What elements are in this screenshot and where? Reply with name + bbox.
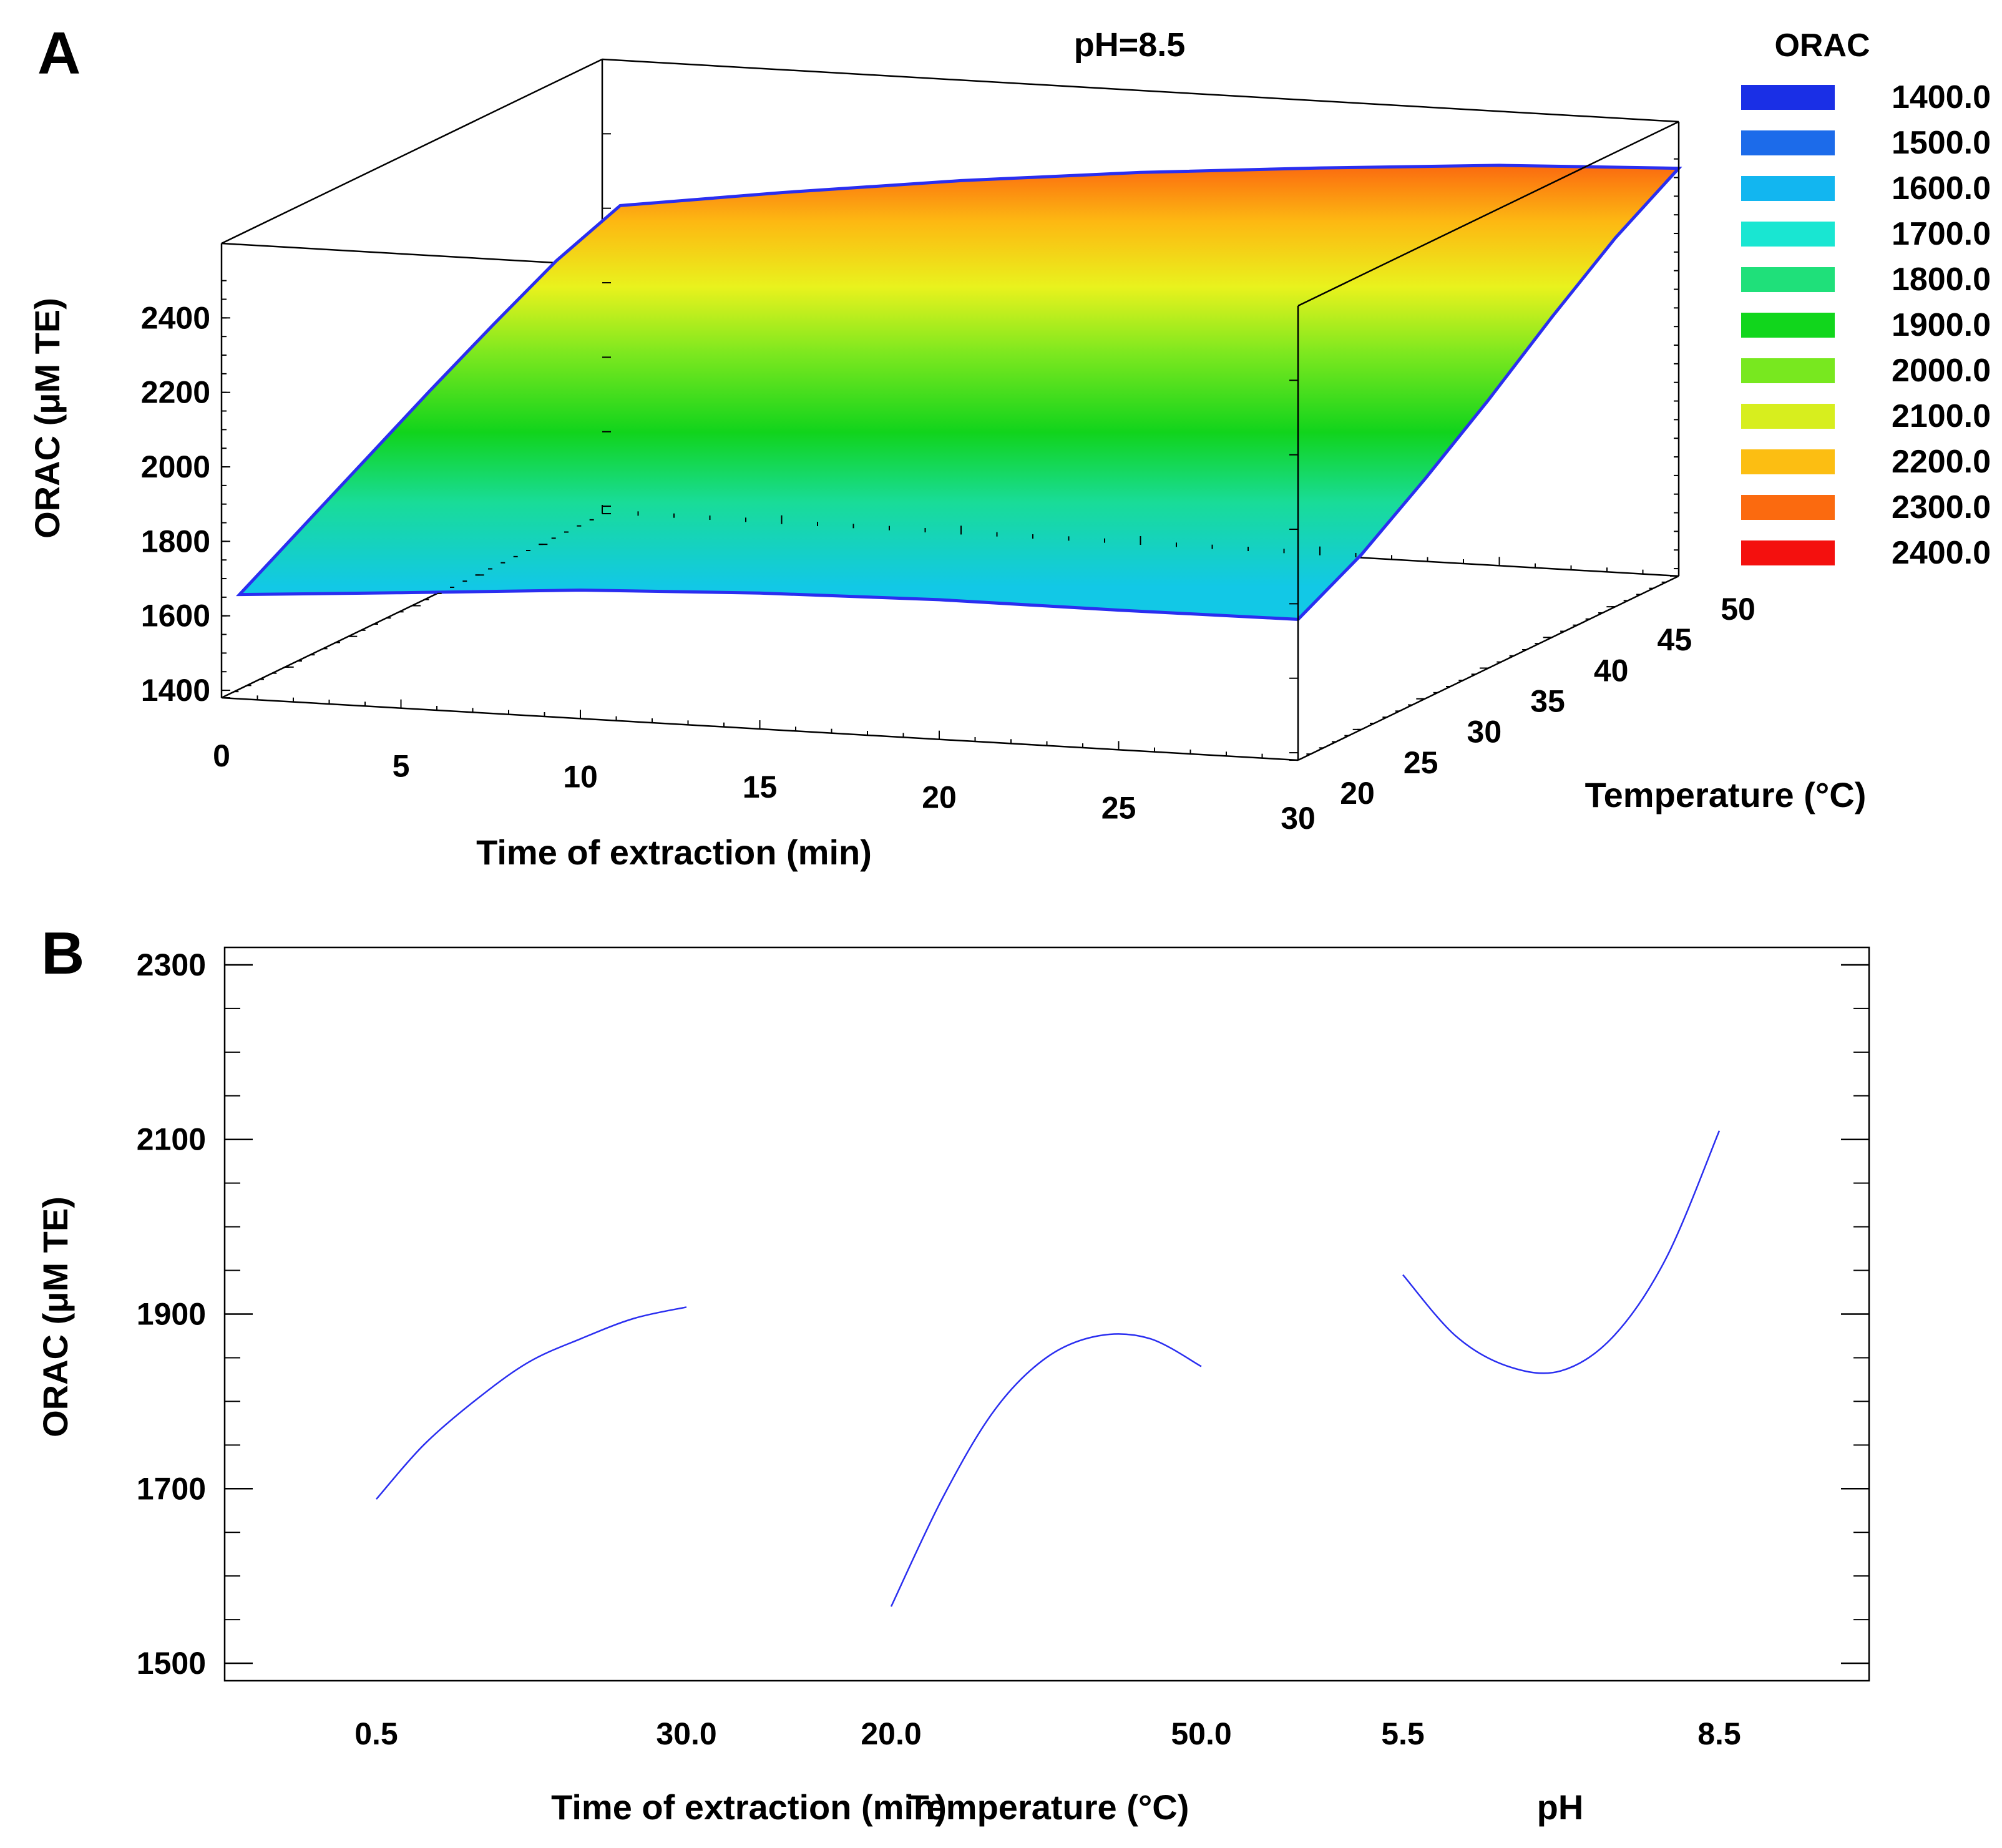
z-tick-label: 2000 (141, 449, 210, 484)
legend-label: 2100.0 (1892, 398, 1991, 434)
panel-a-title: pH=8.5 (1074, 26, 1186, 64)
legend-swatch (1741, 313, 1835, 338)
panel-b-letter: B (41, 920, 84, 987)
panel-a-x-axis-label: Time of extraction (min) (476, 833, 872, 872)
effect-curve-2 (890, 1333, 1202, 1607)
x-tick-label: 0.5 (354, 1716, 398, 1751)
legend-swatch (1741, 176, 1835, 201)
y-tick-label: 30 (1467, 715, 1502, 750)
legend-swatch (1741, 85, 1835, 110)
panel-a-z-axis-label: ORAC (μM TE) (27, 298, 67, 539)
panel-a-ticks (221, 133, 1679, 761)
x-tick-label: 5 (393, 749, 410, 784)
panel-b-ticks (225, 964, 1869, 1665)
y-tick-label: 35 (1530, 684, 1565, 719)
panel-b-frame (223, 946, 1870, 1682)
x-factor-label: Temperature (°C) (908, 1787, 1189, 1827)
box-edge-left-top (221, 58, 603, 245)
x-tick-label: 20 (922, 780, 957, 815)
panel-a-surface (239, 165, 1679, 620)
panel-a-letter: A (37, 20, 81, 87)
y-tick-label: 45 (1658, 622, 1692, 657)
y-tick-label: 25 (1404, 745, 1438, 780)
y-tick-label: 2300 (137, 947, 206, 982)
panel-b-y-axis-label: ORAC (μM TE) (36, 1196, 75, 1437)
legend-label: 2000.0 (1892, 353, 1991, 389)
legend-title: ORAC (1774, 27, 1870, 64)
legend-label: 1700.0 (1892, 216, 1991, 252)
x-tick-label: 8.5 (1697, 1716, 1741, 1751)
panel-a: A pH=8.5 1400 1600 1800 2000 2200 2400 0 5 10 15 2… (27, 20, 1991, 872)
z-tick-label: 1600 (141, 599, 210, 633)
legend-swatch (1741, 222, 1835, 247)
y-tick-label: 20 (1340, 776, 1375, 811)
box-edge-back-top (602, 58, 1679, 123)
legend-swatch (1741, 495, 1835, 520)
x-tick-label: 30 (1281, 801, 1316, 836)
y-tick-label: 1900 (137, 1297, 206, 1332)
legend-swatch (1741, 404, 1835, 429)
z-tick-label: 1800 (141, 524, 210, 559)
x-tick-label: 15 (743, 770, 778, 804)
x-tick-label: 5.5 (1381, 1716, 1425, 1751)
panel-b-curves (376, 1130, 1721, 1607)
y-tick-label: 40 (1594, 653, 1629, 688)
legend-label: 1400.0 (1892, 79, 1991, 115)
legend-label: 1600.0 (1892, 170, 1991, 207)
legend-swatch (1741, 267, 1835, 292)
legend-label: 2400.0 (1892, 535, 1991, 571)
z-tick-label: 2400 (141, 300, 210, 335)
x-tick-label: 0 (213, 738, 230, 773)
box-edge-right-top (1297, 120, 1679, 307)
panel-a-legend: ORAC 1400.0 1500.0 1600.0 1700.0 1800.0 1900.… (1741, 27, 1991, 571)
x-factor-label: pH (1537, 1787, 1584, 1827)
legend-swatch (1741, 130, 1835, 155)
panel-a-y-axis-label: Temperature (°C) (1585, 775, 1867, 814)
legend-label: 2300.0 (1892, 489, 1991, 526)
panel-b-labels: 1500 1700 1900 2100 2300 0.5 30.0 Time of extra… (137, 947, 1741, 1827)
y-tick-label: 50 (1721, 592, 1755, 627)
x-factor-label: Time of extraction (min) (551, 1787, 947, 1827)
x-tick-label: 50.0 (1171, 1716, 1231, 1751)
legend-label: 1500.0 (1892, 125, 1991, 161)
x-tick-label: 10 (563, 759, 598, 794)
effect-curve-3 (1402, 1130, 1721, 1374)
legend-swatch (1741, 449, 1835, 474)
legend-label: 2200.0 (1892, 444, 1991, 480)
y-tick-label: 1500 (137, 1646, 206, 1681)
z-tick-label: 1400 (141, 673, 210, 708)
panel-b: B 1500 1700 1900 2100 2300 0.5 30.0 Time of ext… (36, 920, 1870, 1827)
y-tick-label: 2100 (137, 1122, 206, 1157)
legend-label: 1900.0 (1892, 307, 1991, 343)
z-tick-label: 2200 (141, 375, 210, 410)
effect-curve-1 (376, 1306, 687, 1500)
panel-a-tick-labels: 1400 1600 1800 2000 2200 2400 0 5 10 15 20 25 30 20 25… (141, 300, 1755, 836)
x-tick-label: 30.0 (656, 1716, 716, 1751)
legend-swatch (1741, 358, 1835, 383)
x-tick-label: 25 (1101, 790, 1136, 825)
y-tick-label: 1700 (137, 1471, 206, 1506)
legend-label: 1800.0 (1892, 262, 1991, 298)
legend-swatch (1741, 540, 1835, 565)
x-tick-label: 20.0 (861, 1716, 921, 1751)
